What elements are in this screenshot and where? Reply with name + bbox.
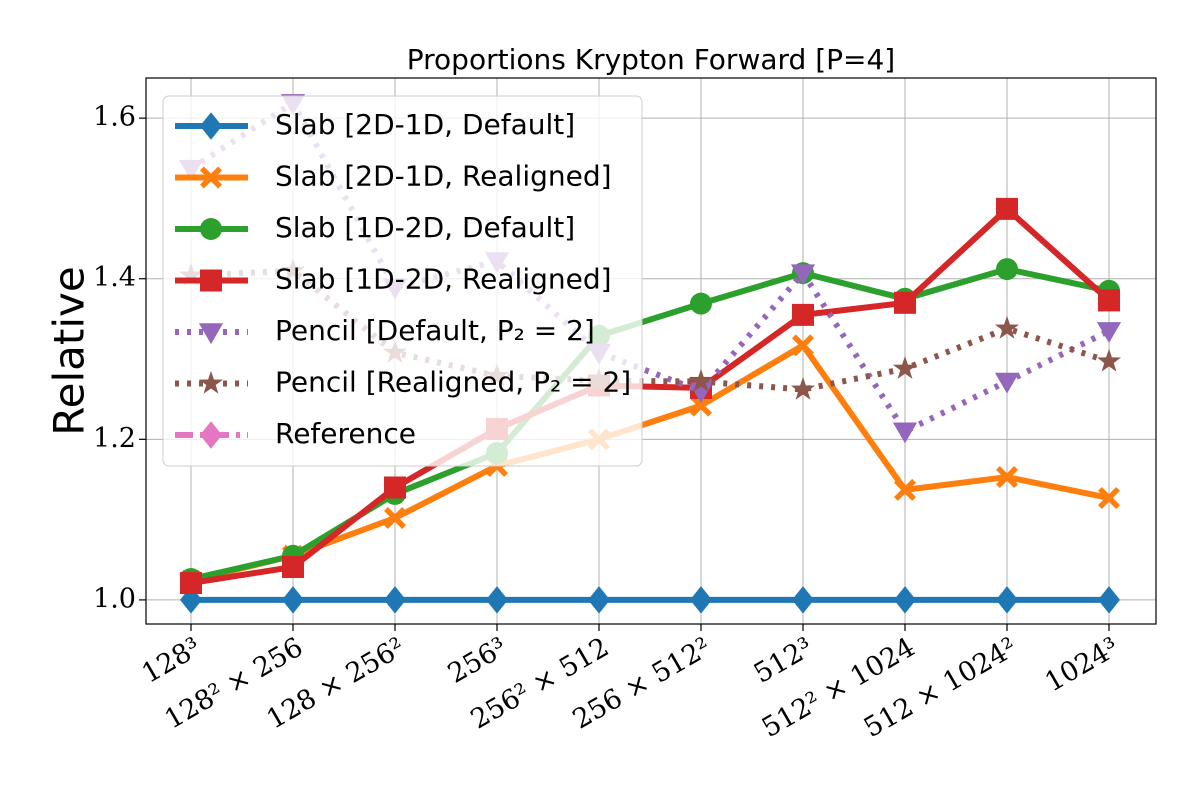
marker (384, 586, 406, 614)
marker (996, 586, 1018, 614)
marker (892, 422, 918, 444)
marker (200, 166, 222, 189)
marker (180, 572, 202, 595)
x-tick-label: 128³ (137, 632, 207, 690)
marker (690, 292, 712, 315)
marker (198, 370, 224, 394)
marker (996, 258, 1018, 281)
marker (894, 291, 916, 314)
marker (996, 466, 1018, 489)
marker (894, 586, 916, 614)
marker (588, 586, 610, 614)
marker (384, 476, 406, 499)
marker (200, 269, 222, 292)
marker (690, 394, 712, 417)
marker (200, 218, 222, 240)
marker (1096, 322, 1122, 344)
legend-label: Pencil [Default, P₂ = 2] (275, 314, 595, 347)
series-line (190, 205, 1112, 587)
x-tick-label: 256³ (443, 632, 513, 690)
legend-label: Reference (275, 417, 416, 450)
marker (688, 368, 714, 392)
marker (792, 334, 814, 357)
marker (1098, 586, 1120, 614)
marker (894, 478, 916, 501)
series-line (190, 342, 1110, 584)
marker (996, 197, 1018, 220)
plot-frame (145, 77, 1157, 625)
marker (282, 586, 304, 614)
marker (200, 112, 222, 140)
marker (1098, 289, 1120, 312)
marker (282, 555, 304, 578)
marker (200, 421, 222, 449)
marker (994, 372, 1020, 394)
marker (790, 376, 816, 400)
marker (790, 264, 816, 286)
marker (384, 507, 406, 530)
marker (994, 315, 1020, 339)
legend-label: Slab [1D-2D, Default] (275, 211, 575, 244)
y-tick-label: 1.4 (93, 262, 136, 293)
marker (690, 586, 712, 614)
marker (892, 356, 918, 379)
chart-title: Proportions Krypton Forward [P=4] (407, 43, 895, 76)
marker (1098, 486, 1120, 509)
marker (792, 303, 814, 326)
legend-label: Pencil [Realigned, P₂ = 2] (275, 366, 631, 399)
marker (198, 323, 224, 345)
legend-label: Slab [2D-1D, Realigned] (275, 160, 612, 193)
y-tick-label: 1.0 (93, 583, 136, 614)
x-tick-label: 1024³ (1040, 632, 1124, 699)
legend-label: Slab [1D-2D, Realigned] (275, 263, 612, 296)
y-tick-label: 1.2 (93, 423, 136, 454)
legend: Slab [2D-1D, Default] Slab [2D-1D, Realig… (162, 95, 643, 467)
marker (792, 586, 814, 614)
marker (1096, 348, 1122, 372)
x-tick-label: 512³ (749, 632, 819, 690)
y-axis-label: Relative (45, 266, 94, 435)
marker (486, 586, 508, 614)
legend-box (162, 95, 643, 467)
legend-label: Slab [2D-1D, Default] (275, 108, 575, 141)
y-tick-label: 1.6 (93, 102, 136, 133)
